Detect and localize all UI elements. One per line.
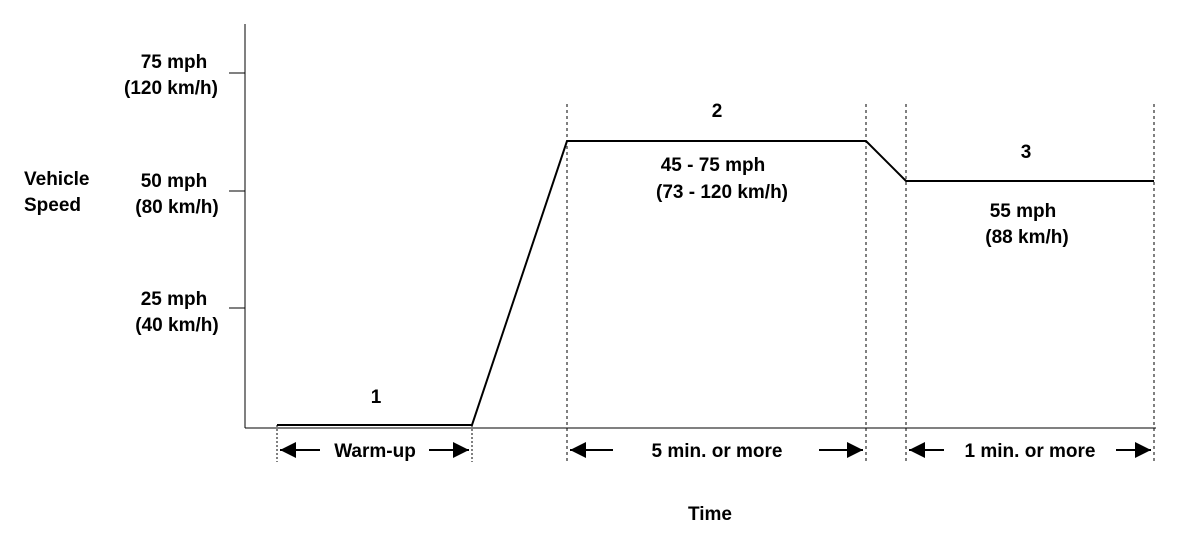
speed-profile-line [277,140,1154,426]
phase-1-duration-label: Warm-up [334,441,416,462]
phase-3-number: 3 [1021,142,1032,163]
y-tick-label-25-mph: 25 mph [141,289,208,310]
phase-3-speed-mph: 55 mph [990,201,1057,222]
x-axis-title: Time [688,504,732,525]
y-tick-label-25-kmh: (40 km/h) [135,315,218,336]
phase-1-number: 1 [371,387,382,408]
phase-2-number: 2 [712,101,723,122]
phase-2-duration-label: 5 min. or more [652,441,783,462]
phase-2-speed-kmh: (73 - 120 km/h) [656,182,788,203]
y-axis-title-line1: Vehicle [24,169,90,190]
y-tick-label-75-mph: 75 mph [141,52,208,73]
y-tick-label-50-kmh: (80 km/h) [135,197,218,218]
phase-3-speed-kmh: (88 km/h) [985,227,1068,248]
y-tick-label-50-mph: 50 mph [141,171,208,192]
phase-3-duration-label: 1 min. or more [965,441,1096,462]
y-tick-label-75-kmh: (120 km/h) [124,78,218,99]
phase-2-speed-mph: 45 - 75 mph [661,155,766,176]
y-axis-title-line2: Speed [24,195,81,216]
